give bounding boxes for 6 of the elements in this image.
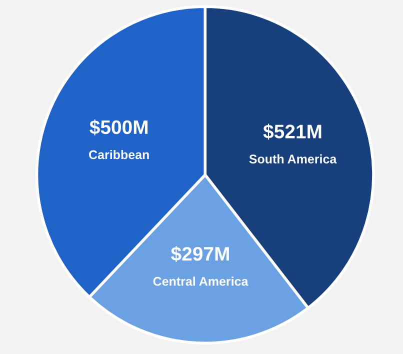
slice-label: Caribbean bbox=[89, 150, 149, 160]
data-label: $521M bbox=[263, 124, 322, 140]
slice-label: Central America bbox=[153, 276, 248, 286]
slice-label: South America bbox=[249, 154, 337, 164]
data-label: $297M bbox=[171, 246, 229, 262]
data-label: $500M bbox=[90, 119, 148, 136]
